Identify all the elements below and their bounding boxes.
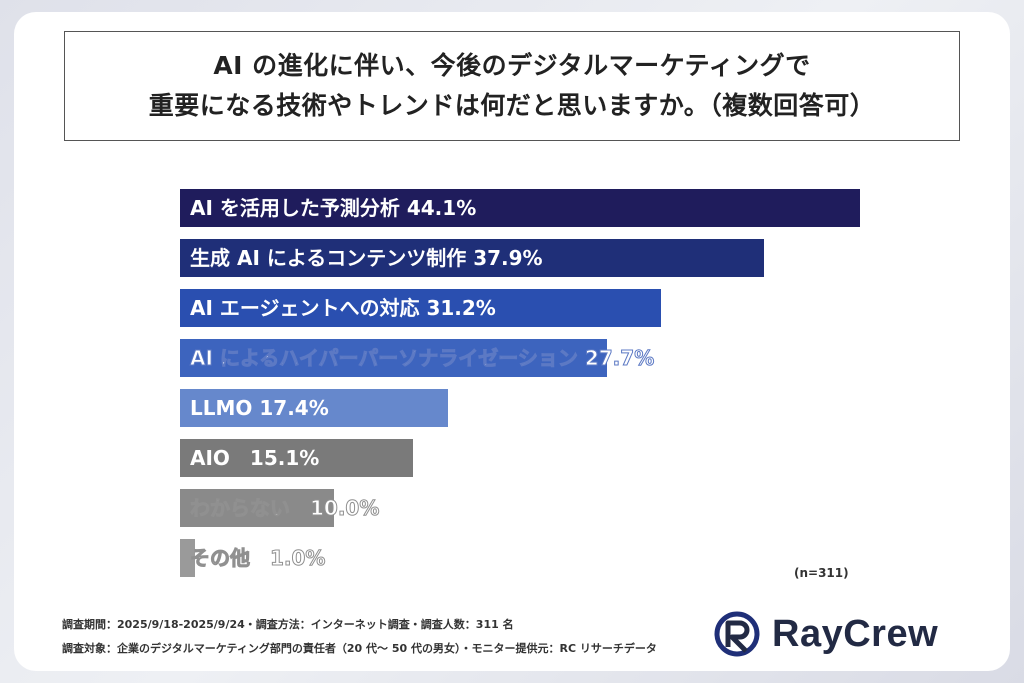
bar	[180, 339, 607, 377]
bar	[180, 189, 860, 227]
chart-card: AI の進化に伴い、今後のデジタルマーケティングで 重要になる技術やトレンドは何…	[14, 12, 1010, 671]
bar	[180, 539, 195, 577]
raycrew-logo-text: RayCrew	[772, 612, 939, 655]
bar-label: AI エージェントへの対応 31.2%	[190, 296, 496, 320]
bar	[180, 489, 334, 527]
survey-target-note: 調査対象：企業のデジタルマーケティング部門の責任者（20 代〜 50 代の男女）…	[62, 642, 657, 655]
bar	[180, 439, 413, 477]
bar-label: その他 1.0%	[189, 546, 326, 571]
bar	[180, 389, 448, 427]
survey-period-note: 調査期間：2025/9/18-2025/9/24・調査方法：インターネット調査・…	[62, 618, 514, 631]
bar-chart: AI を活用した予測分析 44.1% 生成 AI によるコンテンツ制作 37.9%…	[14, 12, 1010, 671]
bar	[180, 239, 764, 277]
chart-title-line-1: AI の進化に伴い、今後のデジタルマーケティングで	[213, 51, 811, 80]
chart-title-line-2: 重要になる技術やトレンドは何だと思いますか。（複数回答可）	[148, 91, 876, 120]
bar-label: LLMO 17.4%	[190, 396, 329, 420]
raycrew-logo: RayCrew	[714, 610, 938, 658]
bar-label: AI を活用した予測分析 44.1%	[190, 196, 477, 220]
title-box: AI の進化に伴い、今後のデジタルマーケティングで 重要になる技術やトレンドは何…	[64, 31, 960, 141]
raycrew-logo-icon	[714, 611, 760, 657]
bar-label: 生成 AI によるコンテンツ制作 37.9%	[190, 246, 543, 270]
bar-label: AI によるハイパーパーソナライゼーション 27.7%	[189, 346, 655, 371]
bar-label: AIO 15.1%	[190, 446, 320, 470]
sample-size-note: (n=311)	[794, 566, 849, 580]
bar	[180, 289, 661, 327]
bar-label: わからない 10.0%	[189, 496, 380, 521]
